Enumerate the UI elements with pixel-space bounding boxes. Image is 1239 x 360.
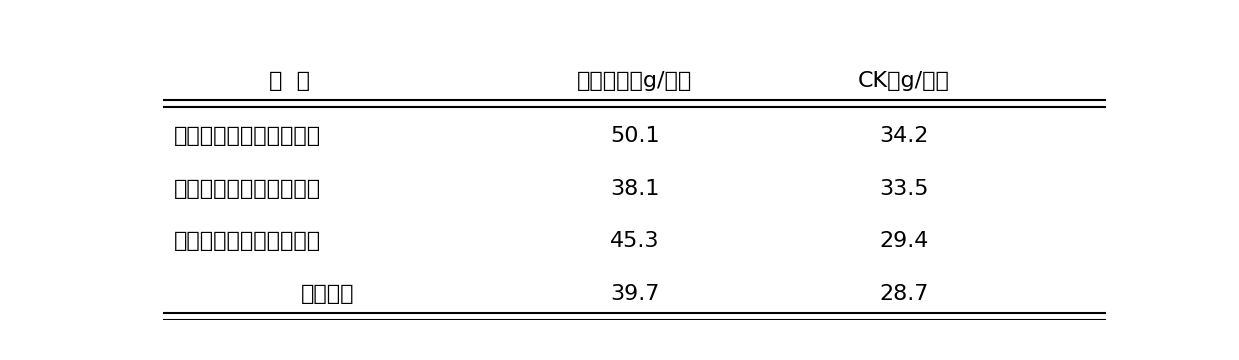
Text: 28.7: 28.7: [880, 284, 928, 304]
Text: 39.7: 39.7: [611, 284, 659, 304]
Text: 50.1: 50.1: [610, 126, 660, 146]
Text: CK（g/盆）: CK（g/盆）: [857, 71, 950, 91]
Text: 地上部分（第三次刹割）: 地上部分（第三次刹割）: [173, 231, 321, 251]
Text: 33.5: 33.5: [880, 179, 928, 199]
Text: 38.1: 38.1: [611, 179, 659, 199]
Text: 地下部分: 地下部分: [301, 284, 354, 304]
Text: 部  位: 部 位: [269, 71, 310, 91]
Text: 29.4: 29.4: [880, 231, 928, 251]
Text: 34.2: 34.2: [880, 126, 928, 146]
Text: 45.3: 45.3: [611, 231, 659, 251]
Text: 复合污染（g/盆）: 复合污染（g/盆）: [577, 71, 693, 91]
Text: 地上部分（第二次刹割）: 地上部分（第二次刹割）: [173, 179, 321, 199]
Text: 地上部分（第一次刹割）: 地上部分（第一次刹割）: [173, 126, 321, 146]
